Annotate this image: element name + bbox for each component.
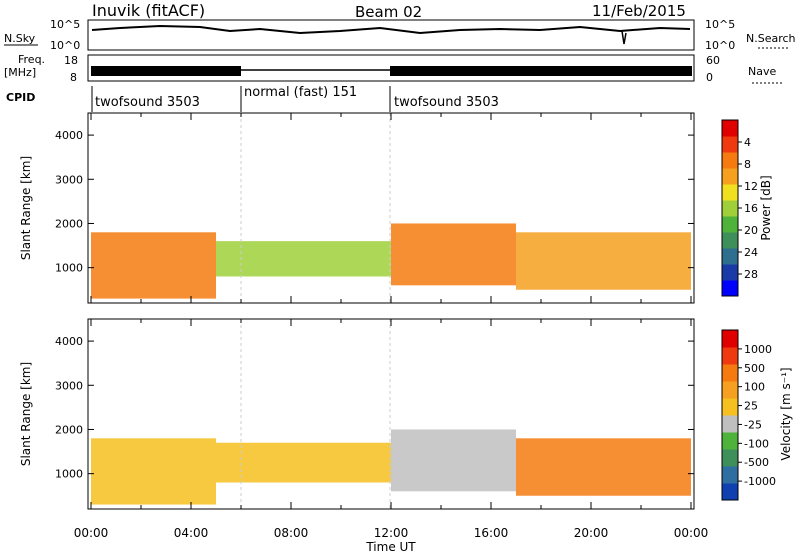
xtick-label: 00:00: [674, 526, 709, 540]
x-axis-title: Time UT: [365, 540, 416, 554]
colorbar-tick: 28: [744, 268, 758, 281]
colorbar-tick: 1000: [744, 343, 772, 356]
colorbar-swatch: [722, 280, 738, 297]
velocity-colorbar-label: Velocity [m s⁻¹]: [779, 367, 793, 460]
colorbar-tick: 24: [744, 246, 758, 259]
heatmap-region: [216, 241, 391, 277]
colorbar-swatch: [722, 483, 738, 501]
heatmap-region: [516, 232, 691, 290]
power-panel: 1000 2000 3000 4000 Slant Range [km]: [19, 112, 695, 304]
heatmap-region: [391, 223, 516, 286]
colorbar-tick: 16: [744, 202, 758, 215]
colorbar-swatch: [722, 152, 738, 169]
ytick-label: 4000: [55, 129, 83, 142]
ytick-label: 2000: [55, 217, 83, 230]
nave-tick-bottom: 0: [706, 71, 713, 84]
nave-label: Nave: [748, 65, 776, 78]
cpid-label: CPID: [6, 91, 35, 104]
x-axis-labels: 00:00 04:00 08:00 12:00 16:00 20:00 00:00: [74, 526, 709, 540]
heatmap-region: [516, 438, 691, 496]
heatmap-region: [216, 442, 391, 483]
velocity-panel: 1000 2000 3000 4000 Slant Range [km]: [19, 318, 695, 510]
station-title: Inuvik (fitACF): [92, 1, 205, 20]
noise-panel: N.Sky 10^5 10^0 10^5 10^0 N.Search: [4, 18, 796, 52]
colorbar-tick: 4: [744, 136, 751, 149]
colorbar-swatch: [722, 432, 738, 450]
xtick-label: 16:00: [474, 526, 509, 540]
sky-noise-line: [91, 24, 691, 35]
colorbar-swatch: [722, 184, 738, 201]
colorbar-swatch: [722, 449, 738, 467]
nave-tick-top: 60: [706, 54, 720, 67]
freq-tick-top: 18: [64, 54, 78, 67]
colorbar-tick: 12: [744, 180, 758, 193]
xtick-label: 20:00: [574, 526, 609, 540]
colorbar-swatch: [722, 330, 738, 348]
colorbar-swatch: [722, 466, 738, 484]
colorbar-tick: 500: [744, 362, 765, 375]
xtick-label: 00:00: [74, 526, 109, 540]
freq-unit: [MHz]: [4, 66, 36, 79]
heatmap-region: [391, 429, 516, 492]
colorbar-swatch: [722, 347, 738, 365]
colorbar-tick: -1000: [744, 475, 776, 488]
velocity-heatmap: [91, 429, 691, 505]
cpid-segment-1: twofsound 3503: [95, 95, 200, 110]
cpid-segment-2: normal (fast) 151: [244, 85, 357, 100]
power-colorbar-label: Power [dB]: [759, 175, 773, 240]
power-ylabel: Slant Range [km]: [19, 156, 33, 260]
colorbar-swatch: [722, 381, 738, 399]
colorbar-swatch: [722, 364, 738, 382]
xtick-label: 04:00: [174, 526, 209, 540]
freq-label: Freq.: [18, 53, 45, 66]
colorbar-swatch: [722, 248, 738, 265]
freq-tick-bottom: 8: [70, 71, 77, 84]
colorbar-swatch: [722, 168, 738, 185]
xtick-label: 08:00: [274, 526, 309, 540]
cpid-segment-3: twofsound 3503: [394, 95, 499, 110]
colorbar-tick: -500: [744, 456, 769, 469]
xtick-label: 12:00: [374, 526, 409, 540]
colorbar-swatch: [722, 232, 738, 249]
ytick-label: 3000: [55, 379, 83, 392]
ytick-label: 3000: [55, 173, 83, 186]
velocity-ylabel: Slant Range [km]: [19, 362, 33, 466]
noise-tick-bottom-right: 10^0: [705, 39, 735, 52]
frequency-panel: Freq. [MHz] 18 8 60 0 Nave: [4, 53, 782, 84]
nsky-label: N.Sky: [4, 32, 36, 45]
heatmap-region: [91, 438, 216, 505]
beam-title: Beam 02: [355, 3, 422, 21]
cpid-row: CPID twofsound 3503 normal (fast) 151 tw…: [6, 85, 499, 112]
colorbar-tick: 20: [744, 224, 758, 237]
colorbar-swatch: [722, 398, 738, 416]
ytick-label: 2000: [55, 423, 83, 436]
colorbar-swatch: [722, 415, 738, 433]
ytick-label: 4000: [55, 335, 83, 348]
date-title: 11/Feb/2015: [592, 2, 686, 20]
colorbar-swatch: [722, 136, 738, 153]
colorbar-tick: -100: [744, 437, 769, 450]
colorbar-tick: 100: [744, 381, 765, 394]
noise-tick-top-left: 10^5: [50, 18, 80, 31]
ytick-label: 1000: [55, 262, 83, 275]
nsearch-label: N.Search: [746, 32, 796, 45]
colorbar-swatch: [722, 200, 738, 217]
colorbar-swatch: [722, 120, 738, 137]
power-colorbar: 4 8 12 16 20 24 28: [721, 119, 758, 297]
colorbar-swatch: [722, 216, 738, 233]
power-heatmap: [91, 223, 691, 299]
colorbar-swatch: [722, 264, 738, 281]
colorbar-tick: 8: [744, 158, 751, 171]
freq-bar-1: [91, 66, 241, 76]
velocity-colorbar: 1000 500 100 25 -25 -100 -500 -1000: [721, 329, 776, 501]
colorbar-tick: -25: [744, 418, 762, 431]
noise-tick-bottom-left: 10^0: [50, 39, 80, 52]
ytick-label: 1000: [55, 468, 83, 481]
heatmap-region: [91, 232, 216, 299]
colorbar-tick: 25: [744, 400, 758, 413]
noise-tick-top-right: 10^5: [705, 18, 735, 31]
freq-bar-2: [390, 66, 692, 76]
